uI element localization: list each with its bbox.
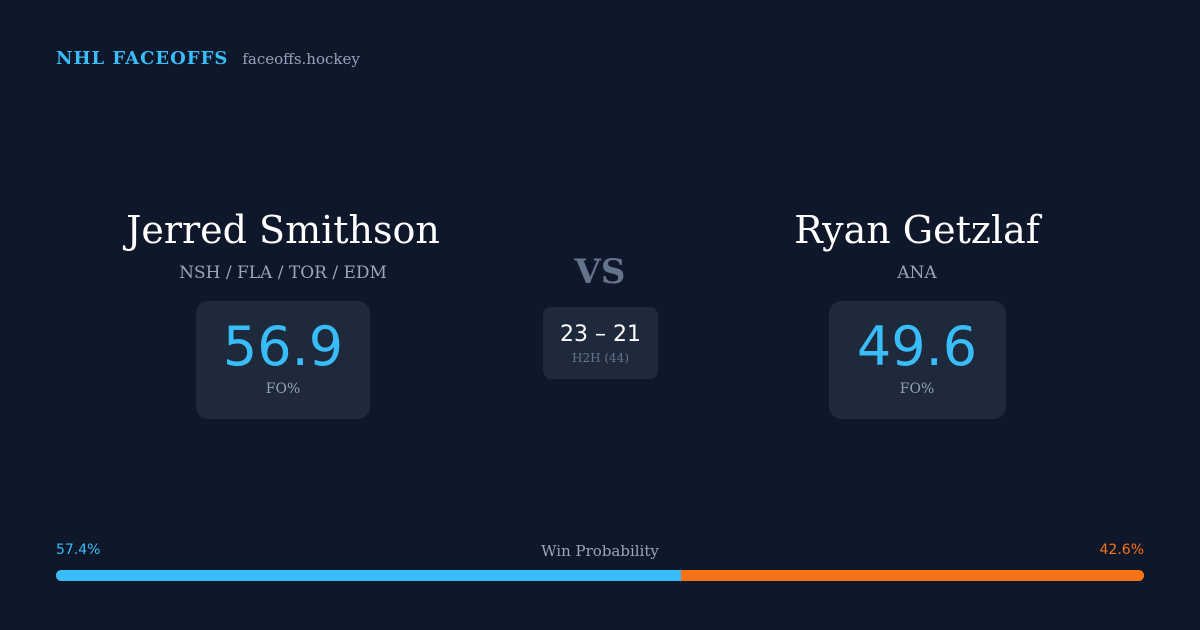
player-right-name: Ryan Getzlaf [794, 208, 1040, 252]
win-probability-row: 57.4% Win Probability 42.6% [56, 542, 1144, 562]
win-probability-left: 57.4% [56, 542, 101, 558]
win-probability-bar [56, 570, 1144, 581]
vs-label: VS [574, 252, 626, 292]
player-right-teams: ANA [897, 263, 937, 283]
h2h-score: 23 – 21 [560, 322, 641, 347]
h2h-label: H2H (44) [571, 351, 629, 365]
player-left-teams: NSH / FLA / TOR / EDM [179, 263, 387, 283]
win-probability-right: 42.6% [1099, 542, 1144, 558]
brand-name: NHL FACEOFFS [56, 48, 229, 69]
player-right-fo-box: 49.6 FO% [828, 301, 1006, 419]
player-left-fo-value: 56.9 [222, 315, 344, 378]
player-right-fo-value: 49.6 [856, 315, 978, 378]
win-probability-bar-right [680, 570, 1144, 581]
brand-header: NHL FACEOFFS faceoffs.hockey [56, 48, 360, 69]
player-left-fo-box: 56.9 FO% [196, 301, 370, 419]
player-right-card: Ryan Getzlaf ANA 49.6 FO% [707, 205, 1127, 419]
win-probability-title: Win Probability [541, 542, 659, 560]
win-probability-bar-left [56, 570, 681, 581]
h2h-box: 23 – 21 H2H (44) [543, 307, 658, 379]
player-left-name: Jerred Smithson [126, 208, 440, 252]
player-left-fo-label: FO% [265, 381, 301, 397]
brand-domain: faceoffs.hockey [242, 50, 360, 68]
player-left-card: Jerred Smithson NSH / FLA / TOR / EDM 56… [73, 205, 493, 419]
player-right-fo-label: FO% [899, 381, 935, 397]
